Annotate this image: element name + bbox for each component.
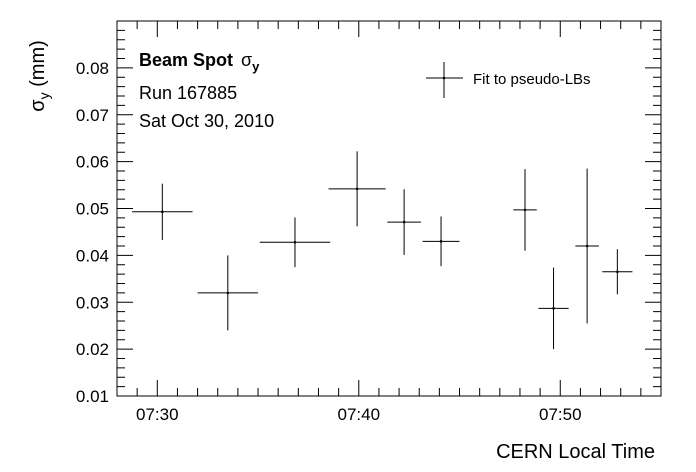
point-marker [552, 307, 555, 310]
y-tick-label: 0.08 [76, 59, 109, 78]
point-marker [523, 208, 527, 212]
y-tick-label: 0.07 [76, 106, 109, 125]
data-point [387, 189, 421, 255]
data-point [575, 168, 599, 324]
point-marker [161, 210, 164, 214]
y-tick-label: 0.05 [76, 200, 109, 219]
y-tick-label: 0.04 [76, 246, 109, 265]
x-tick-label: 07:30 [136, 405, 179, 424]
data-point [328, 151, 386, 227]
point-marker [616, 270, 619, 274]
point-marker [226, 291, 230, 295]
x-tick-label: 07:40 [338, 405, 381, 424]
legend-entry: Fit to pseudo-LBs [473, 71, 591, 88]
x-axis-label: CERN Local Time [496, 441, 655, 463]
legend-marker-dot [442, 76, 446, 80]
data-point [513, 169, 537, 251]
annotation-run: Run 167885 [139, 83, 237, 103]
point-marker [439, 240, 443, 243]
y-tick-label: 0.06 [76, 153, 109, 172]
data-point [422, 216, 460, 267]
y-tick-label: 0.01 [76, 387, 109, 406]
axis-ticks: 0.01 0.02 0.03 0.04 0.05 0.06 0.07 0.08 07:30 07:… [76, 20, 662, 424]
data-point [197, 255, 259, 331]
y-axis-label: σy (mm) [27, 40, 52, 112]
y-tick-label: 0.03 [76, 293, 109, 312]
legend: Fit to pseudo-LBs [426, 62, 591, 98]
data-point [132, 183, 193, 240]
point-marker [585, 244, 589, 248]
data-point [538, 267, 569, 350]
annotation-title: Beam Spot σy [139, 50, 260, 74]
point-marker [402, 220, 406, 224]
point-marker [355, 187, 359, 191]
annotation-date: Sat Oct 30, 2010 [139, 111, 274, 131]
y-tick-label: 0.02 [76, 340, 109, 359]
data-point [602, 249, 633, 295]
data-point [259, 217, 331, 268]
x-tick-label: 07:50 [539, 405, 582, 424]
data-points [132, 151, 633, 350]
point-marker [293, 240, 297, 244]
